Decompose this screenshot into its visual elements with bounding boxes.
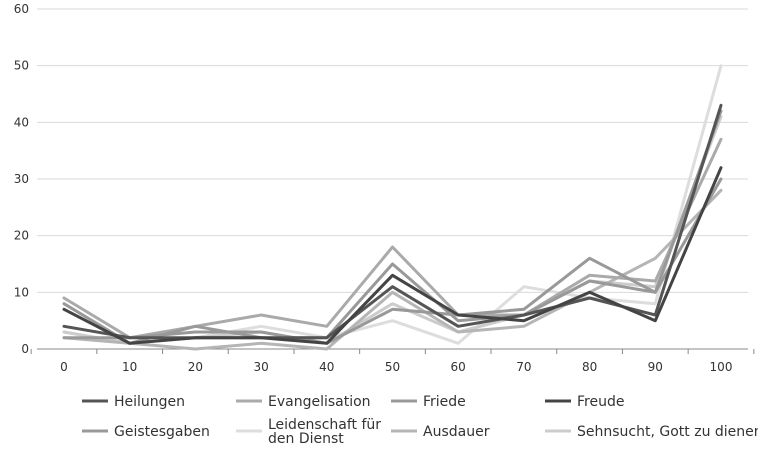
- y-tick-label: 30: [14, 172, 29, 186]
- x-tick-label: 90: [648, 360, 663, 374]
- legend-label: Friede: [423, 394, 466, 410]
- series-line-leidenschaft-f-r-den-dienst: [62, 64, 723, 345]
- series-line-heilungen: [62, 103, 723, 340]
- y-tick-label: 10: [14, 285, 29, 299]
- axes: 0 10 20 30 40 50 60 0 10 20 30 40 50 60 70 80 90 100: [14, 2, 755, 374]
- x-tick-label: 40: [319, 360, 334, 374]
- x-tick-label: 100: [710, 360, 733, 374]
- legend-label: Leidenschaft für den Dienst: [268, 417, 381, 447]
- x-tick-label: 70: [516, 360, 531, 374]
- y-tick-label: 50: [14, 59, 29, 73]
- legend-label: Ausdauer: [423, 424, 490, 440]
- y-tick-label: 40: [14, 115, 29, 129]
- series-line-freude: [62, 166, 723, 345]
- series-line-evangelisation: [62, 137, 723, 340]
- legend-label: Geistesgaben: [114, 424, 210, 440]
- legend: Heilungen Evangelisation Friede Freude Geist…: [82, 394, 758, 447]
- y-tick-label: 0: [21, 342, 29, 356]
- x-tick-label: 60: [451, 360, 466, 374]
- series-line-friede: [62, 177, 723, 345]
- x-tick-label: 10: [122, 360, 137, 374]
- x-tick-label: 50: [385, 360, 400, 374]
- legend-label: Evangelisation: [268, 394, 371, 410]
- y-tick-label: 60: [14, 2, 29, 16]
- gridlines: [37, 8, 748, 293]
- x-tick-label: 80: [582, 360, 597, 374]
- series-line-ausdauer: [62, 188, 723, 351]
- legend-label: Freude: [577, 394, 624, 410]
- x-tick-label: 20: [188, 360, 203, 374]
- y-tick-label: 20: [14, 229, 29, 243]
- legend-label: Sehnsucht, Gott zu dienen: [577, 424, 758, 440]
- series-lines: [62, 64, 723, 351]
- legend-label: Heilungen: [114, 394, 185, 410]
- x-tick-label: 30: [253, 360, 268, 374]
- x-tick-label: 0: [60, 360, 68, 374]
- series-line-geistesgaben: [62, 109, 723, 345]
